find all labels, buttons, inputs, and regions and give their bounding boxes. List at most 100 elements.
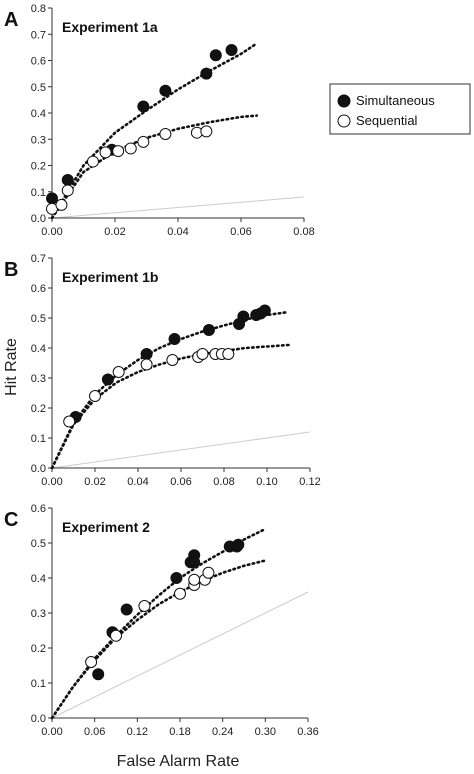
x-tick-label: 0.08 bbox=[293, 226, 314, 238]
chance-line bbox=[51, 431, 311, 469]
chance-line bbox=[51, 196, 305, 219]
y-tick-label: 0.0 bbox=[31, 713, 46, 725]
x-tick-label: 0.36 bbox=[297, 726, 318, 738]
panel-letter: B bbox=[4, 259, 18, 281]
x-tick-label: 0.18 bbox=[169, 726, 190, 738]
y-tick-label: 0.4 bbox=[31, 108, 46, 120]
panel-title: Experiment 1b bbox=[62, 269, 158, 285]
point-sequential bbox=[55, 198, 68, 211]
y-tick-label: 0.3 bbox=[31, 373, 46, 385]
point-sequential bbox=[222, 348, 235, 360]
panel-letter: C bbox=[4, 509, 18, 531]
point-sequential bbox=[174, 587, 186, 600]
point-simultaneous bbox=[61, 173, 74, 186]
point-sequential bbox=[86, 155, 99, 168]
x-tick-label: 0.00 bbox=[41, 226, 62, 238]
legend-frame bbox=[329, 83, 471, 135]
point-simultaneous bbox=[202, 324, 215, 336]
legend-marker-simultaneous bbox=[337, 94, 351, 108]
point-simultaneous bbox=[200, 67, 213, 80]
panel-c: C 0.0 0.1 0.2 0.3 0.4 0.5 0.6 0.00 0.06 0.12 0.18 0.… bbox=[4, 503, 319, 738]
y-tick-label: 0.4 bbox=[31, 343, 46, 355]
y-tick-label: 0.5 bbox=[31, 538, 46, 550]
point-sequential bbox=[140, 358, 153, 371]
point-simultaneous bbox=[188, 556, 201, 569]
y-tick-label: 0.6 bbox=[31, 56, 46, 68]
point-sequential bbox=[166, 354, 179, 366]
point-simultaneous bbox=[120, 603, 133, 616]
x-tick-label: 0.04 bbox=[127, 476, 148, 488]
point-sequential bbox=[202, 566, 215, 579]
x-tick-label: 0.24 bbox=[212, 726, 233, 738]
point-sequential bbox=[89, 390, 101, 402]
point-sequential bbox=[110, 629, 122, 642]
point-sequential bbox=[61, 184, 74, 197]
y-tick-label: 0.3 bbox=[31, 608, 46, 620]
point-simultaneous bbox=[159, 84, 172, 97]
point-sequential bbox=[196, 348, 209, 360]
x-tick-label: 0.06 bbox=[84, 726, 105, 738]
panel-title: Experiment 2 bbox=[62, 519, 150, 535]
y-tick-label: 0.4 bbox=[31, 573, 46, 585]
point-sequential bbox=[112, 145, 125, 158]
point-sequential bbox=[99, 146, 112, 159]
x-tick-label: 0.02 bbox=[104, 226, 125, 238]
fit-curve-sequential bbox=[50, 559, 267, 720]
x-tick-label: 0.00 bbox=[41, 476, 62, 488]
y-tick-label: 0.5 bbox=[31, 313, 46, 325]
y-tick-label: 0.6 bbox=[31, 503, 46, 515]
x-tick-label: 0.12 bbox=[299, 476, 320, 488]
point-simultaneous bbox=[209, 49, 222, 62]
legend: Simultaneous Sequential bbox=[329, 83, 471, 135]
point-sequential bbox=[137, 135, 150, 148]
point-sequential bbox=[188, 573, 201, 586]
y-tick-label: 0.1 bbox=[31, 678, 46, 690]
point-simultaneous bbox=[140, 348, 153, 360]
x-tick-label: 0.02 bbox=[84, 476, 105, 488]
x-tick-label: 0.00 bbox=[41, 726, 62, 738]
point-simultaneous bbox=[237, 310, 250, 323]
y-tick-label: 0.1 bbox=[31, 433, 46, 445]
y-tick-label: 0.8 bbox=[31, 3, 46, 15]
point-simultaneous bbox=[170, 572, 183, 584]
panels-group: A 0.0 0.1 0.2 0.3 0.4 0.5 0.6 0.7 0.8 0.00 0.02 0.04… bbox=[4, 3, 321, 738]
y-tick-label: 0.2 bbox=[31, 161, 46, 173]
point-sequential bbox=[63, 415, 76, 428]
point-sequential bbox=[200, 125, 213, 138]
legend-marker-sequential bbox=[337, 114, 351, 128]
y-tick-label: 0.6 bbox=[31, 283, 46, 295]
x-tick-label: 0.06 bbox=[170, 476, 191, 488]
point-simultaneous bbox=[168, 333, 181, 345]
panel-letter: A bbox=[4, 9, 18, 31]
x-tick-label: 0.30 bbox=[255, 726, 276, 738]
point-sequential bbox=[159, 128, 172, 140]
panel-a: A 0.0 0.1 0.2 0.3 0.4 0.5 0.6 0.7 0.8 0.00 0.02 0.04… bbox=[4, 3, 315, 238]
y-tick-label: 0.2 bbox=[31, 643, 46, 655]
point-simultaneous bbox=[232, 538, 245, 551]
x-tick-label: 0.06 bbox=[230, 226, 251, 238]
point-simultaneous bbox=[258, 304, 271, 317]
point-simultaneous bbox=[46, 192, 58, 205]
y-tick-label: 0.0 bbox=[31, 213, 46, 225]
point-sequential bbox=[85, 656, 98, 668]
y-tick-label: 0.7 bbox=[31, 253, 46, 265]
point-sequential bbox=[138, 600, 151, 612]
y-tick-label: 0.1 bbox=[31, 187, 46, 199]
fit-curve-simultaneous bbox=[50, 527, 267, 720]
point-simultaneous bbox=[137, 100, 150, 113]
y-tick-label: 0.3 bbox=[31, 134, 46, 146]
y-tick-label: 0.0 bbox=[31, 463, 46, 475]
y-tick-label: 0.5 bbox=[31, 82, 46, 94]
panel-title: Experiment 1a bbox=[62, 19, 158, 35]
y-tick-label: 0.7 bbox=[31, 29, 46, 41]
point-simultaneous bbox=[225, 44, 238, 56]
y-axis-label: Hit Rate bbox=[3, 338, 20, 396]
panel-b: B 0.0 0.1 0.2 0.3 0.4 0.5 0.6 0.7 0.00 0.02 0.04 0.0… bbox=[4, 253, 321, 488]
x-tick-label: 0.10 bbox=[256, 476, 277, 488]
chance-line bbox=[51, 591, 309, 719]
x-tick-label: 0.08 bbox=[213, 476, 234, 488]
x-tick-label: 0.12 bbox=[127, 726, 148, 738]
legend-label-simultaneous: Simultaneous bbox=[356, 93, 435, 108]
x-tick-label: 0.04 bbox=[167, 226, 188, 238]
